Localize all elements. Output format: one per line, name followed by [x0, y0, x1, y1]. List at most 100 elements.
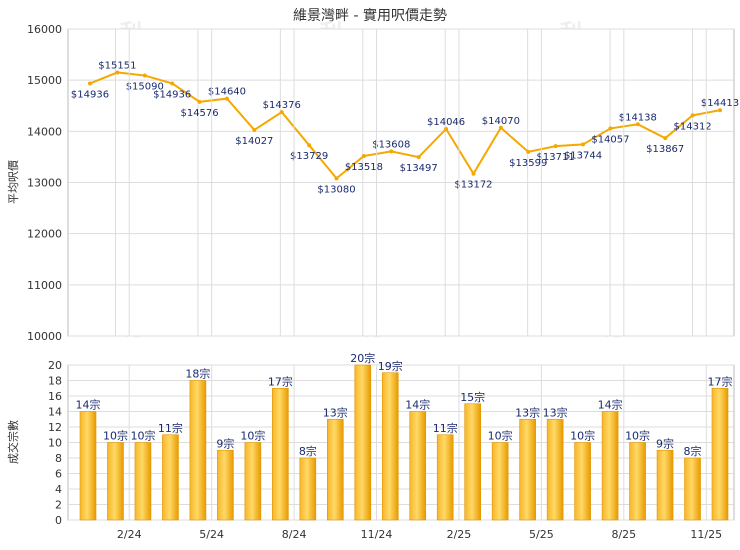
x-tick-label: 5/25 — [529, 528, 554, 541]
transaction-data-label: 20宗 — [350, 351, 375, 365]
transaction-data-label: 18宗 — [185, 367, 210, 381]
top-y-tick-label: 13000 — [27, 177, 62, 190]
price-point — [389, 149, 394, 154]
transaction-data-label: 8宗 — [684, 444, 702, 458]
price-data-label: $13608 — [372, 139, 410, 150]
transaction-data-label: 13宗 — [515, 405, 540, 419]
transaction-data-label: 17宗 — [708, 374, 733, 388]
transaction-bar — [354, 364, 372, 521]
bottom-y-tick-label: 20 — [48, 359, 62, 372]
price-data-label: $14057 — [591, 134, 629, 145]
price-point — [279, 110, 284, 115]
transaction-data-label: 10宗 — [240, 429, 265, 443]
transaction-bar — [272, 387, 289, 521]
transaction-data-label: 11宗 — [158, 421, 183, 435]
price-data-label: $13599 — [509, 158, 547, 169]
price-data-label: $15151 — [98, 60, 136, 71]
price-point — [663, 136, 668, 141]
price-data-label: $14576 — [180, 108, 218, 119]
bottom-y-tick-label: 0 — [55, 514, 62, 527]
price-data-label: $14936 — [71, 89, 109, 100]
price-data-label: $13744 — [564, 150, 602, 161]
bottom-y-tick-label: 2 — [55, 499, 62, 512]
price-data-label: $13867 — [646, 144, 684, 155]
price-point — [690, 113, 695, 118]
transaction-bar — [656, 449, 674, 521]
x-tick-label: 8/24 — [282, 528, 307, 541]
top-y-tick-label: 12000 — [27, 228, 62, 241]
price-data-label: $13497 — [400, 163, 438, 174]
transaction-data-label: 9宗 — [216, 436, 234, 450]
price-point — [526, 149, 531, 154]
price-data-label: $14413 — [701, 98, 739, 109]
transaction-bar — [327, 418, 344, 521]
transaction-bar — [244, 442, 262, 521]
transaction-bar — [409, 411, 427, 521]
transaction-bar — [134, 442, 152, 521]
x-tick-label: 2/24 — [117, 528, 142, 541]
price-data-label: $14376 — [263, 100, 301, 111]
transaction-bar — [299, 457, 317, 521]
bottom-y-tick-label: 18 — [48, 375, 62, 388]
transaction-data-label: 15宗 — [460, 390, 485, 404]
transaction-bar — [79, 411, 97, 521]
transaction-data-label: 10宗 — [625, 429, 650, 443]
transaction-bar — [162, 434, 179, 521]
price-point — [498, 125, 503, 130]
price-data-label: $13711 — [537, 152, 575, 163]
transaction-data-label: 10宗 — [130, 429, 155, 443]
transaction-bar — [217, 449, 234, 521]
price-point — [224, 96, 229, 101]
price-point — [361, 153, 366, 158]
transaction-data-label: 10宗 — [488, 429, 513, 443]
price-point — [581, 142, 586, 147]
price-data-label: $13080 — [317, 184, 355, 195]
transaction-bar — [107, 442, 124, 521]
transaction-data-label: 10宗 — [103, 429, 128, 443]
top-y-tick-label: 14000 — [27, 125, 62, 138]
transaction-bar — [491, 442, 509, 521]
transaction-data-label: 8宗 — [299, 444, 317, 458]
bottom-y-tick-label: 8 — [55, 452, 62, 465]
price-point — [608, 126, 613, 131]
bottom-y-tick-label: 16 — [48, 390, 62, 403]
bottom-y-tick-label: 6 — [55, 468, 62, 481]
price-line-series — [89, 71, 721, 180]
transaction-data-label: 17宗 — [268, 374, 293, 388]
price-point — [88, 81, 92, 86]
price-data-label: $14936 — [153, 89, 191, 100]
transaction-data-label: 14宗 — [598, 398, 623, 412]
price-point — [718, 108, 722, 113]
price-point — [553, 144, 558, 149]
transaction-data-label: 13宗 — [323, 405, 348, 419]
transaction-bar — [601, 411, 619, 521]
chart-title: 維景灣畔 - 實用呎價走勢 — [293, 7, 447, 24]
transaction-data-label: 14宗 — [405, 398, 430, 412]
price-data-label: $13518 — [345, 162, 383, 173]
price-point — [170, 81, 175, 86]
bottom-y-tick-label: 10 — [48, 437, 62, 450]
price-data-label: $15090 — [126, 82, 164, 93]
price-point — [334, 176, 339, 181]
top-y-tick-label: 16000 — [27, 23, 62, 36]
transaction-bar — [464, 403, 481, 521]
transaction-data-label: 10宗 — [570, 429, 595, 443]
price-data-label: $13172 — [454, 180, 492, 191]
transaction-bar — [381, 372, 399, 521]
top-y-axis-label: 平均呎價 — [6, 160, 20, 204]
top-y-tick-label: 10000 — [27, 330, 62, 343]
price-data-label: $14312 — [674, 121, 712, 132]
bottom-y-tick-label: 4 — [55, 483, 62, 496]
x-tick-label: 11/24 — [361, 528, 393, 541]
transaction-data-label: 11宗 — [433, 421, 458, 435]
x-tick-label: 5/24 — [199, 528, 224, 541]
bottom-y-tick-label: 14 — [48, 406, 62, 419]
transaction-data-label: 13宗 — [543, 405, 568, 419]
top-y-tick-label: 11000 — [27, 279, 62, 292]
bottom-y-axis-label: 成交宗數 — [6, 420, 20, 464]
price-data-label: $13729 — [290, 151, 328, 162]
transaction-bar — [629, 442, 646, 521]
bottom-y-tick-label: 12 — [48, 421, 62, 434]
